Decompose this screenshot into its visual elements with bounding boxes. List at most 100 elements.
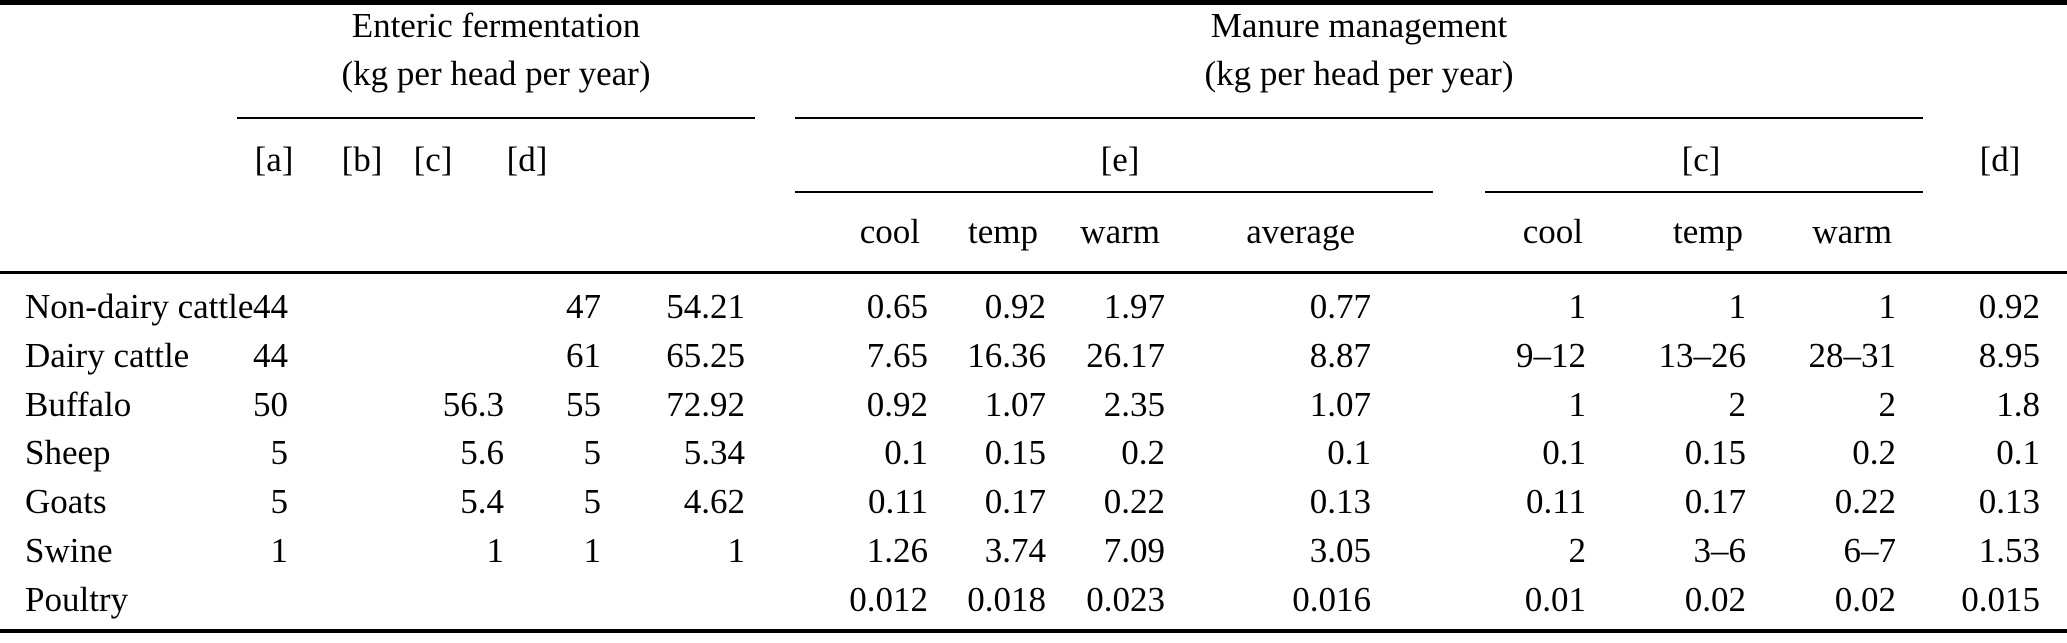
- cell-dairy-cattle-e-cool: 7.65: [866, 336, 928, 375]
- header-body-divider-rule: [0, 271, 2067, 274]
- cell-non-dairy-cattle-c-cool: 1: [1568, 287, 1587, 326]
- cell-sheep-c-warm: 0.2: [1852, 433, 1896, 472]
- cell-swine-d: 1: [727, 531, 746, 570]
- cell-poultry-c-temp: 0.02: [1684, 580, 1746, 619]
- c-subgroup-rule: [1485, 191, 1923, 193]
- manure-management-units: (kg per head per year): [1204, 54, 1514, 93]
- subheader-c-cool: cool: [1522, 212, 1583, 251]
- cell-swine-e-cool: 1.26: [866, 531, 928, 570]
- cell-sheep-c-temp: 0.15: [1684, 433, 1746, 472]
- cell-goats-e-warm: 0.22: [1103, 482, 1165, 521]
- subheader-e-warm: warm: [1080, 212, 1160, 251]
- cell-buffalo-e-warm: 2.35: [1103, 385, 1165, 424]
- column-label-d-manure: [d]: [1979, 140, 2021, 179]
- cell-non-dairy-cattle-e-warm: 1.97: [1103, 287, 1165, 326]
- cell-goats-b: 5.4: [460, 482, 504, 521]
- cell-swine-e-average: 3.05: [1309, 531, 1371, 570]
- enteric-fermentation-units: (kg per head per year): [341, 54, 651, 93]
- cell-poultry-e-temp: 0.018: [967, 580, 1046, 619]
- cell-dairy-cattle-d2: 8.95: [1978, 336, 2040, 375]
- cell-poultry-e-cool: 0.012: [849, 580, 928, 619]
- cell-swine-c: 1: [583, 531, 602, 570]
- subheader-e-cool: cool: [859, 212, 920, 251]
- table-bottom-rule: [0, 629, 2067, 633]
- e-subgroup-rule: [795, 191, 1433, 193]
- row-label-swine: Swine: [25, 531, 113, 570]
- cell-buffalo-e-average: 1.07: [1309, 385, 1371, 424]
- cell-non-dairy-cattle-c-warm: 1: [1878, 287, 1897, 326]
- cell-sheep-e-warm: 0.2: [1121, 433, 1165, 472]
- cell-sheep-e-temp: 0.15: [984, 433, 1046, 472]
- cell-non-dairy-cattle-a: 44: [253, 287, 288, 326]
- cell-goats-c-cool: 0.11: [1526, 482, 1586, 521]
- cell-swine-b: 1: [486, 531, 505, 570]
- cell-goats-e-average: 0.13: [1309, 482, 1371, 521]
- cell-non-dairy-cattle-c-temp: 1: [1728, 287, 1747, 326]
- cell-poultry-e-warm: 0.023: [1086, 580, 1165, 619]
- cell-sheep-a: 5: [270, 433, 289, 472]
- cell-non-dairy-cattle-d: 54.21: [666, 287, 745, 326]
- cell-dairy-cattle-c-temp: 13–26: [1658, 336, 1747, 375]
- cell-goats-c: 5: [583, 482, 602, 521]
- cell-non-dairy-cattle-c: 47: [566, 287, 601, 326]
- cell-poultry-c-warm: 0.02: [1834, 580, 1896, 619]
- cell-dairy-cattle-c: 61: [566, 336, 601, 375]
- cell-swine-c-warm: 6–7: [1843, 531, 1897, 570]
- subheader-e-temp: temp: [968, 212, 1038, 251]
- manure-management-title: Manure management: [1210, 6, 1508, 45]
- column-label-d: [d]: [506, 140, 548, 179]
- cell-swine-c-cool: 2: [1568, 531, 1587, 570]
- cell-buffalo-c-temp: 2: [1728, 385, 1747, 424]
- row-label-non-dairy-cattle: Non-dairy cattle: [25, 287, 254, 326]
- column-label-e-group: [e]: [1100, 140, 1140, 179]
- cell-sheep-c: 5: [583, 433, 602, 472]
- subheader-c-temp: temp: [1673, 212, 1743, 251]
- cell-buffalo-e-cool: 0.92: [866, 385, 928, 424]
- cell-goats-e-cool: 0.11: [868, 482, 928, 521]
- cell-sheep-d: 5.34: [683, 433, 745, 472]
- cell-buffalo-c-warm: 2: [1878, 385, 1897, 424]
- enteric-group-rule: [237, 117, 755, 119]
- row-label-buffalo: Buffalo: [25, 385, 132, 424]
- cell-poultry-c-cool: 0.01: [1524, 580, 1586, 619]
- cell-non-dairy-cattle-e-average: 0.77: [1309, 287, 1371, 326]
- column-label-c: [c]: [413, 140, 453, 179]
- cell-buffalo-e-temp: 1.07: [984, 385, 1046, 424]
- cell-goats-e-temp: 0.17: [984, 482, 1046, 521]
- cell-poultry-e-average: 0.016: [1292, 580, 1371, 619]
- cell-dairy-cattle-e-warm: 26.17: [1086, 336, 1165, 375]
- subheader-e-average: average: [1246, 212, 1355, 251]
- column-label-b: [b]: [341, 140, 383, 179]
- cell-dairy-cattle-c-cool: 9–12: [1516, 336, 1586, 375]
- cell-dairy-cattle-c-warm: 28–31: [1808, 336, 1897, 375]
- row-label-poultry: Poultry: [25, 580, 129, 619]
- cell-goats-d2: 0.13: [1978, 482, 2040, 521]
- cell-goats-c-warm: 0.22: [1834, 482, 1896, 521]
- cell-swine-e-temp: 3.74: [984, 531, 1046, 570]
- cell-buffalo-b: 56.3: [442, 385, 504, 424]
- cell-buffalo-a: 50: [253, 385, 288, 424]
- cell-buffalo-d2: 1.8: [1996, 385, 2040, 424]
- cell-goats-c-temp: 0.17: [1684, 482, 1746, 521]
- cell-non-dairy-cattle-d2: 0.92: [1978, 287, 2040, 326]
- cell-dairy-cattle-d: 65.25: [666, 336, 745, 375]
- cell-sheep-e-average: 0.1: [1327, 433, 1371, 472]
- manure-group-rule: [795, 117, 1923, 119]
- column-label-c-group: [c]: [1681, 140, 1721, 179]
- cell-sheep-e-cool: 0.1: [884, 433, 928, 472]
- cell-non-dairy-cattle-e-temp: 0.92: [984, 287, 1046, 326]
- cell-dairy-cattle-a: 44: [253, 336, 288, 375]
- row-label-dairy-cattle: Dairy cattle: [25, 336, 190, 375]
- cell-swine-e-warm: 7.09: [1103, 531, 1165, 570]
- cell-dairy-cattle-e-average: 8.87: [1309, 336, 1371, 375]
- column-label-a: [a]: [254, 140, 294, 179]
- row-label-goats: Goats: [25, 482, 107, 521]
- cell-buffalo-c: 55: [566, 385, 601, 424]
- table-top-rule: [0, 0, 2067, 5]
- cell-poultry-d2: 0.015: [1961, 580, 2040, 619]
- cell-dairy-cattle-e-temp: 16.36: [967, 336, 1046, 375]
- subheader-c-warm: warm: [1812, 212, 1892, 251]
- cell-swine-a: 1: [270, 531, 289, 570]
- cell-swine-d2: 1.53: [1978, 531, 2040, 570]
